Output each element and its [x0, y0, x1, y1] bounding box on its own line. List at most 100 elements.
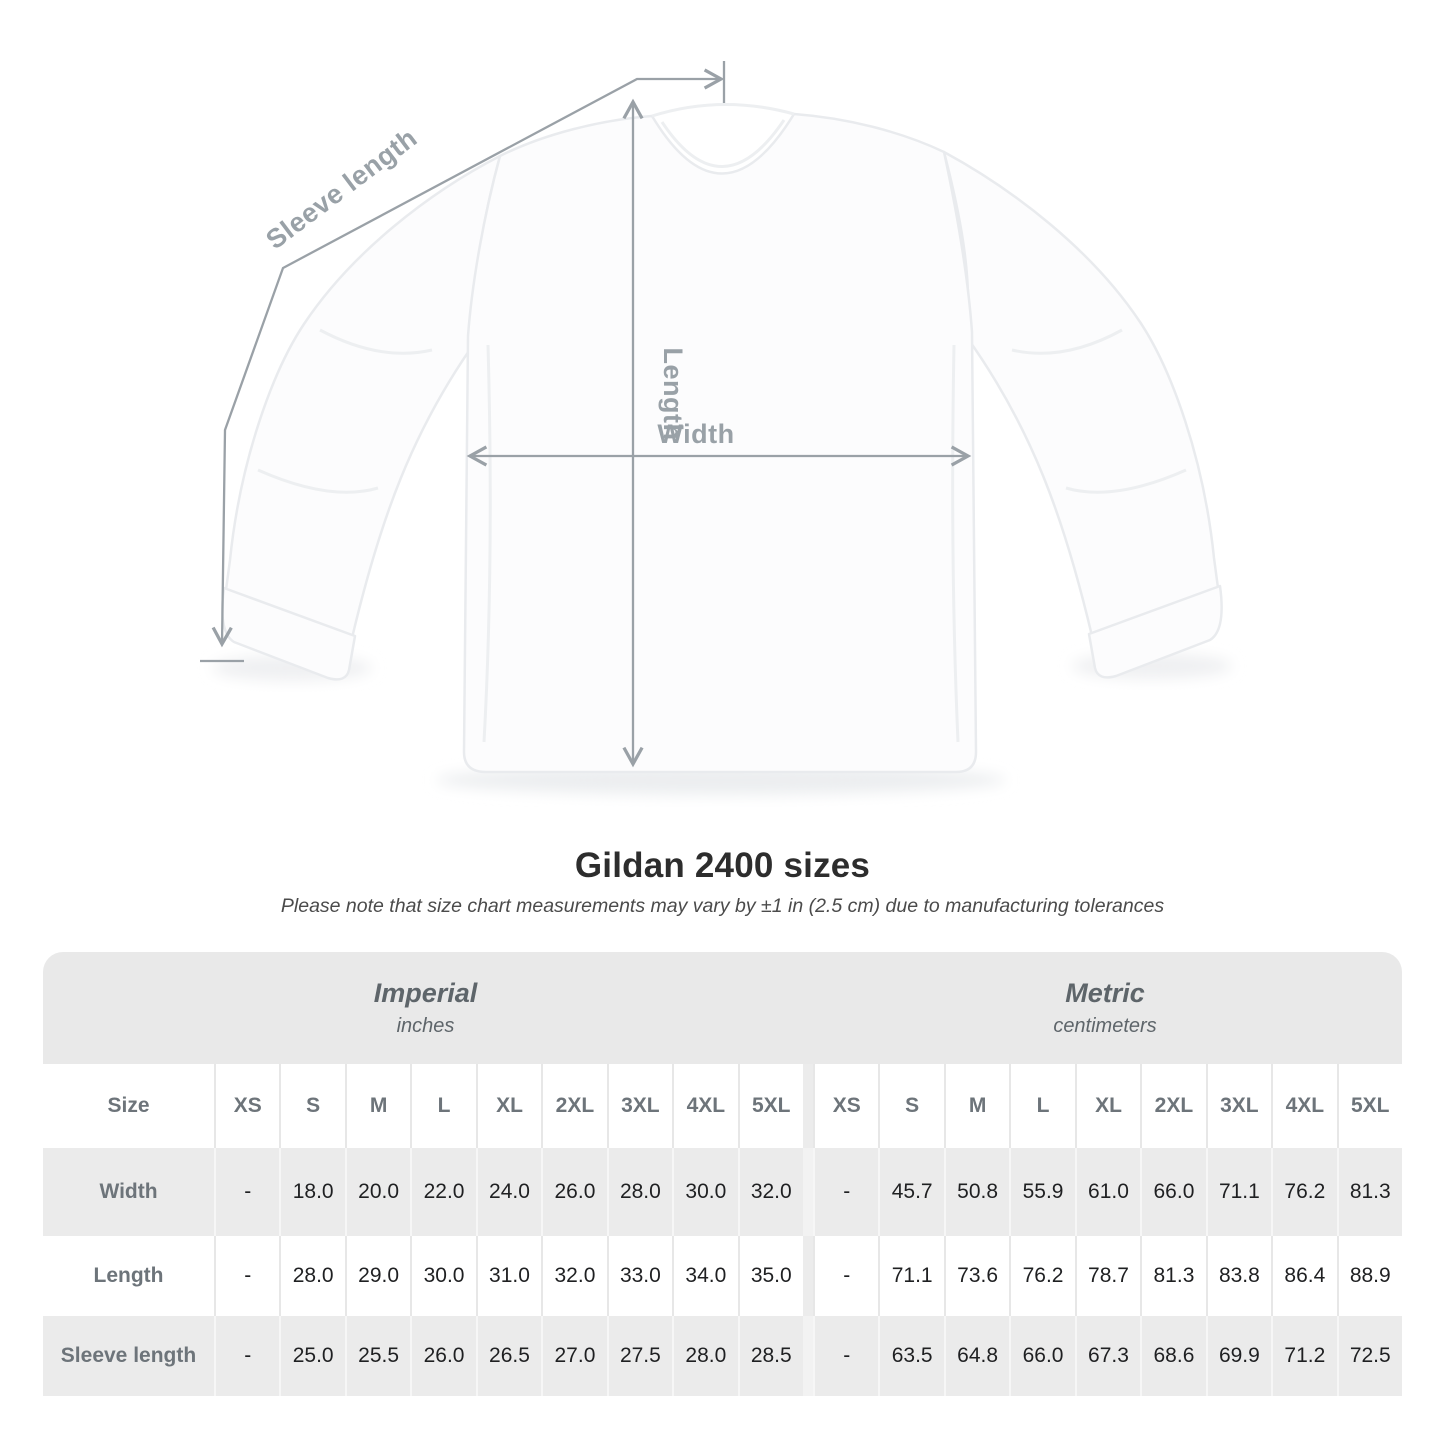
cell: 30.0	[410, 1236, 475, 1316]
size-header-met-m: M	[943, 1064, 1009, 1148]
size-header-imp-2xl: 2XL	[541, 1064, 606, 1148]
size-header-imp-5xl: 5XL	[737, 1064, 803, 1148]
cell: -	[214, 1316, 279, 1396]
cell: 24.0	[475, 1148, 541, 1236]
cell: 88.9	[1336, 1236, 1402, 1316]
cell: 63.5	[878, 1316, 943, 1396]
cell: 45.7	[878, 1148, 943, 1236]
size-header-imp-xs: XS	[214, 1064, 279, 1148]
cell: 31.0	[475, 1236, 541, 1316]
cell: 28.0	[606, 1148, 672, 1236]
cell: 27.0	[541, 1316, 606, 1396]
cell: 67.3	[1074, 1316, 1140, 1396]
cell: 33.0	[606, 1236, 672, 1316]
size-header-imp-m: M	[344, 1064, 410, 1148]
cell: 30.0	[672, 1148, 737, 1236]
cell: 27.5	[606, 1316, 672, 1396]
group-divider	[802, 1236, 813, 1316]
group-divider	[802, 1148, 813, 1236]
size-header-met-xl: XL	[1074, 1064, 1140, 1148]
cell: 83.8	[1205, 1236, 1271, 1316]
cell: 26.0	[410, 1316, 475, 1396]
size-chart-table: Imperial inches Metric centimeters Size …	[43, 952, 1402, 1396]
cell: 76.2	[1271, 1148, 1336, 1236]
cell: -	[812, 1236, 878, 1316]
page-title: Gildan 2400 sizes	[574, 846, 871, 885]
length-label: Length	[658, 348, 688, 441]
shirt-measurement-diagram: Sleeve length Length Width	[200, 61, 1232, 795]
size-header-met-s: S	[878, 1064, 943, 1148]
tolerance-note: Please note that size chart measurements…	[280, 895, 1165, 917]
shirt-right-cuff	[1087, 584, 1223, 679]
cell: 50.8	[943, 1148, 1009, 1236]
cell: 29.0	[344, 1236, 410, 1316]
size-header-imp-l: L	[410, 1064, 475, 1148]
cell: 22.0	[410, 1148, 475, 1236]
table-row-width: Width - 18.0 20.0 22.0 24.0 26.0 28.0 30…	[43, 1148, 1402, 1236]
cell: 32.0	[737, 1148, 803, 1236]
size-header-met-2xl: 2XL	[1140, 1064, 1205, 1148]
cell: 55.9	[1009, 1148, 1074, 1236]
cell: -	[214, 1236, 279, 1316]
cell: 86.4	[1271, 1236, 1336, 1316]
shirt-back-collar	[651, 102, 795, 118]
row-label: Sleeve length	[60, 1344, 197, 1367]
cell: 28.0	[672, 1316, 737, 1396]
size-header-met-l: L	[1009, 1064, 1074, 1148]
width-label: Width	[657, 419, 734, 449]
cell: 72.5	[1336, 1316, 1402, 1396]
cell: 66.0	[1140, 1148, 1205, 1236]
imperial-group-header: Imperial inches	[43, 952, 808, 1064]
cell: 71.2	[1271, 1316, 1336, 1396]
cell: -	[812, 1316, 878, 1396]
size-header-row: Size XS S M L XL 2XL 3XL 4XL 5XL XS S M …	[43, 1064, 1402, 1148]
cell: 26.0	[541, 1148, 606, 1236]
imperial-label: Imperial	[373, 978, 478, 1008]
cell: 61.0	[1074, 1148, 1140, 1236]
size-header-met-xs: XS	[812, 1064, 878, 1148]
measurement-lines	[200, 61, 972, 768]
unit-group-header: Imperial inches Metric centimeters	[43, 952, 1402, 1064]
cell: 28.5	[737, 1316, 803, 1396]
size-header-imp-3xl: 3XL	[606, 1064, 672, 1148]
metric-label: Metric	[1065, 978, 1145, 1008]
size-header-met-3xl: 3XL	[1205, 1064, 1271, 1148]
shirt-right-sleeve	[942, 150, 1220, 638]
cell: 35.0	[737, 1236, 803, 1316]
cell: 26.5	[475, 1316, 541, 1396]
cell: 69.9	[1205, 1316, 1271, 1396]
table-row-sleeve-length: Sleeve length - 25.0 25.5 26.0 26.5 27.0…	[43, 1316, 1402, 1396]
metric-group-header: Metric centimeters	[808, 952, 1402, 1064]
sleeve-length-line	[211, 68, 725, 648]
group-divider	[802, 1316, 813, 1396]
cell: 81.3	[1336, 1148, 1402, 1236]
cell: 28.0	[279, 1236, 344, 1316]
cell: 81.3	[1140, 1236, 1205, 1316]
cell: 32.0	[541, 1236, 606, 1316]
cell: -	[812, 1148, 878, 1236]
group-divider	[802, 1064, 813, 1148]
size-column-label: Size	[107, 1094, 150, 1117]
cell: 34.0	[672, 1236, 737, 1316]
cell: 18.0	[279, 1148, 344, 1236]
chart-header: Gildan 2400 sizes Please note that size …	[0, 846, 1445, 918]
cell: 78.7	[1074, 1236, 1140, 1316]
size-header-imp-xl: XL	[475, 1064, 541, 1148]
cell: 25.5	[344, 1316, 410, 1396]
cell: 73.6	[943, 1236, 1009, 1316]
cell: 71.1	[1205, 1148, 1271, 1236]
metric-unit: centimeters	[1053, 1015, 1157, 1037]
cell: 76.2	[1009, 1236, 1074, 1316]
imperial-unit: inches	[396, 1015, 455, 1037]
cell: -	[214, 1148, 279, 1236]
cell: 64.8	[943, 1316, 1009, 1396]
size-header-imp-4xl: 4XL	[672, 1064, 737, 1148]
cell: 71.1	[878, 1236, 943, 1316]
row-label: Width	[99, 1180, 158, 1203]
size-header-met-4xl: 4XL	[1271, 1064, 1336, 1148]
size-header-met-5xl: 5XL	[1336, 1064, 1402, 1148]
cell: 25.0	[279, 1316, 344, 1396]
cell: 20.0	[344, 1148, 410, 1236]
cell: 66.0	[1009, 1316, 1074, 1396]
